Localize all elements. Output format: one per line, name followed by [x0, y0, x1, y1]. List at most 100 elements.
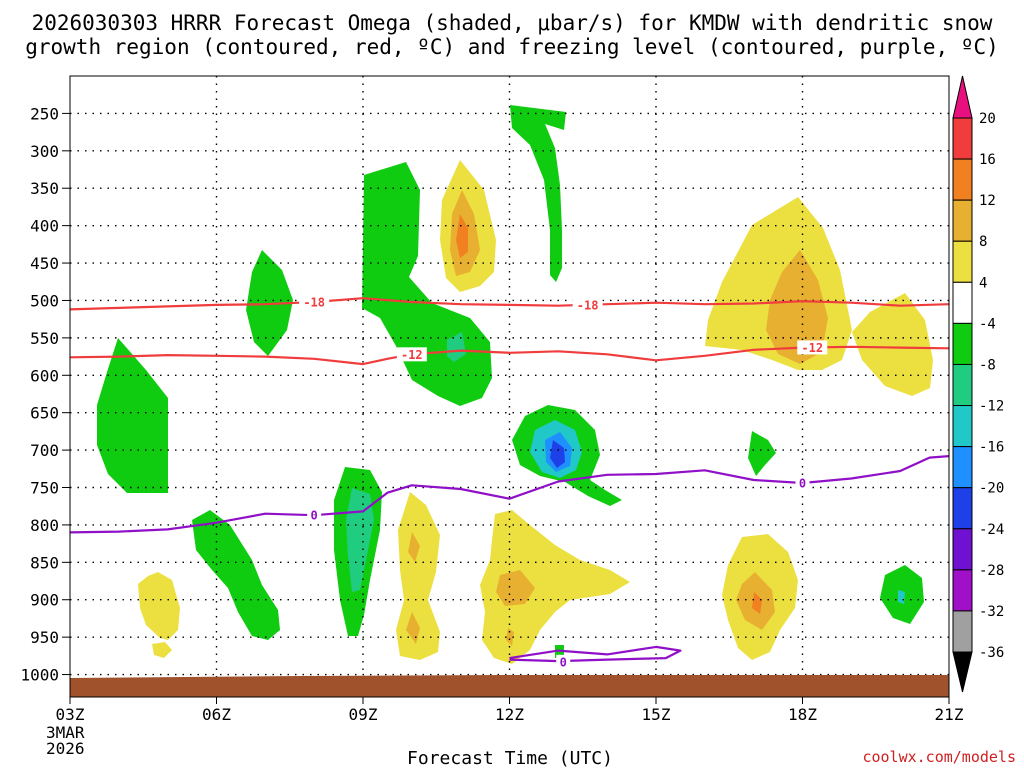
contour-label-3-0: 0: [560, 655, 567, 669]
y-tick-label-750: 750: [30, 479, 59, 498]
omega-area-yellow-low-center: [480, 510, 630, 664]
contour-line-1: [70, 345, 949, 366]
x-tick-label-03Z: 03Z: [56, 705, 85, 724]
y-tick-label-650: 650: [30, 404, 59, 423]
colorbar-tick-label-7: -12: [979, 399, 1004, 415]
x-tick-label-12Z: 12Z: [495, 705, 524, 724]
y-tick-label-450: 450: [30, 254, 59, 273]
y-tick-label-300: 300: [30, 142, 59, 161]
contour-label-bg-0-1: [572, 297, 603, 312]
contour-lines: -18 -18 -12 -12 0 0 0: [70, 294, 949, 669]
colorbar-tick-label-11: -28: [979, 563, 1004, 579]
contour-label-1-1: -12: [801, 341, 823, 355]
colorbar-tick-label-12: -32: [979, 604, 1004, 620]
y-tick-label-900: 900: [30, 591, 59, 610]
contour-label-bg-1-0: [396, 347, 427, 362]
contour-label-1-0: -12: [401, 348, 423, 362]
x-date-label-year: 2026: [46, 739, 85, 758]
omega-area-yellow-low-middle: [396, 492, 440, 660]
contour-label-0-1: -18: [577, 298, 599, 312]
x-tick-label-15Z: 15Z: [642, 705, 671, 724]
colorbar-tick-label-13: -36: [979, 645, 1004, 661]
x-tick-label-09Z: 09Z: [349, 705, 378, 724]
omega-area-gold-low-middle-2: [406, 612, 420, 644]
colorbar-segment-7: [952, 405, 973, 448]
colorbar-tick-label-1: 16: [979, 152, 996, 168]
colorbar-bottom-arrow: [952, 651, 973, 693]
colorbar-top-arrow: [952, 75, 973, 119]
colorbar-segment-2: [952, 199, 973, 242]
colorbar-tick-label-2: 12: [979, 193, 996, 209]
omega-area-gold-low-middle-1: [408, 532, 420, 562]
colorbar-segment-10: [952, 528, 973, 571]
omega-area-cyan-low-middle: [346, 488, 374, 592]
colorbar-segment-4: [952, 281, 973, 324]
credit-text: coolwx.com/models: [862, 748, 1016, 766]
omega-area-yellow-low-left-dot: [152, 642, 172, 658]
colorbar-segment-11: [952, 569, 973, 612]
colorbar-segment-6: [952, 363, 973, 407]
contour-label-0-0: -18: [303, 295, 325, 309]
plot-area: -18 -18 -12 -12 0 0 0: [70, 76, 949, 697]
y-tick-label-1000: 1000: [20, 666, 59, 685]
y-tick-label-350: 350: [30, 179, 59, 198]
x-date-label-month: 3MAR: [46, 723, 85, 742]
y-axis: 250 300 350 400 450 500 550 600 650 700 750 800 850 9…: [20, 104, 70, 685]
y-tick-label-500: 500: [30, 291, 59, 310]
omega-area-green-low-left: [192, 510, 280, 640]
grid-lines: [70, 76, 949, 697]
y-tick-label-550: 550: [30, 329, 59, 348]
surface-terrain: [70, 675, 949, 697]
contour-label-bg-2-0: [307, 508, 322, 523]
colorbar-tick-label-8: -16: [979, 440, 1004, 456]
y-tick-label-850: 850: [30, 553, 59, 572]
y-tick-label-250: 250: [30, 104, 59, 123]
x-tick-label-06Z: 06Z: [202, 705, 231, 724]
contour-label-bg-1-1: [797, 340, 828, 355]
y-tick-label-400: 400: [30, 217, 59, 236]
omega-area-green-small-right: [748, 431, 776, 476]
contour-line-3: [509, 645, 682, 663]
y-tick-label-600: 600: [30, 366, 59, 385]
x-tick-label-18Z: 18Z: [788, 705, 817, 724]
y-tick-label-700: 700: [30, 441, 59, 460]
omega-area-yellow-far-right: [852, 293, 933, 396]
omega-area-green-upper-right: [510, 105, 566, 282]
colorbar-tick-label-9: -20: [979, 481, 1004, 497]
y-tick-label-950: 950: [30, 628, 59, 647]
omega-area-cyan-upper-middle: [447, 332, 466, 362]
colorbar-tick-label-6: -8: [979, 357, 996, 373]
colorbar-segment-3: [952, 240, 973, 283]
x-axis-label: Forecast Time (UTC): [407, 748, 613, 768]
colorbar-segment-8: [952, 446, 973, 489]
colorbar-segment-12: [952, 610, 973, 653]
colorbar-segment-1: [952, 158, 973, 201]
colorbar-segment-0: [952, 117, 973, 160]
omega-area-orange-low-right: [752, 592, 762, 614]
colorbar-tick-label-10: -24: [979, 522, 1004, 538]
y-tick-label-800: 800: [30, 516, 59, 535]
omega-area-gold-upper-right: [766, 250, 828, 364]
omega-area-green-left: [97, 338, 168, 493]
colorbar: 20 16 12 8 4 -4 -8 -12 -16 -20 -24 -28 -32 -36: [952, 75, 1004, 693]
colorbar-segment-5: [952, 322, 973, 365]
contour-label-2-1: 0: [799, 477, 806, 491]
contour-label-bg-0-0: [299, 294, 330, 309]
contour-line-2: [70, 455, 949, 534]
omega-area-orange-upper-left: [456, 214, 468, 258]
omega-area-blue-center: [550, 440, 565, 468]
contour-label-bg-2-1: [795, 476, 810, 491]
contour-line-0: [70, 297, 949, 311]
colorbar-tick-label-0: 20: [979, 111, 996, 127]
colorbar-tick-label-5: -4: [979, 316, 996, 332]
omega-area-gold-low-center-dot: [506, 628, 514, 646]
chart-title-line-2: growth region (contoured, red, ºC) and f…: [25, 35, 999, 59]
colorbar-segment-9: [952, 487, 973, 530]
contour-label-2-0: 0: [311, 509, 318, 523]
x-tick-label-21Z: 21Z: [935, 705, 964, 724]
colorbar-tick-label-4: 4: [979, 275, 987, 291]
colorbar-tick-label-3: 8: [979, 234, 987, 250]
omega-area-gold-low-center: [496, 570, 535, 606]
x-axis: 03Z 06Z 09Z 12Z 15Z 18Z 21Z: [56, 697, 964, 724]
